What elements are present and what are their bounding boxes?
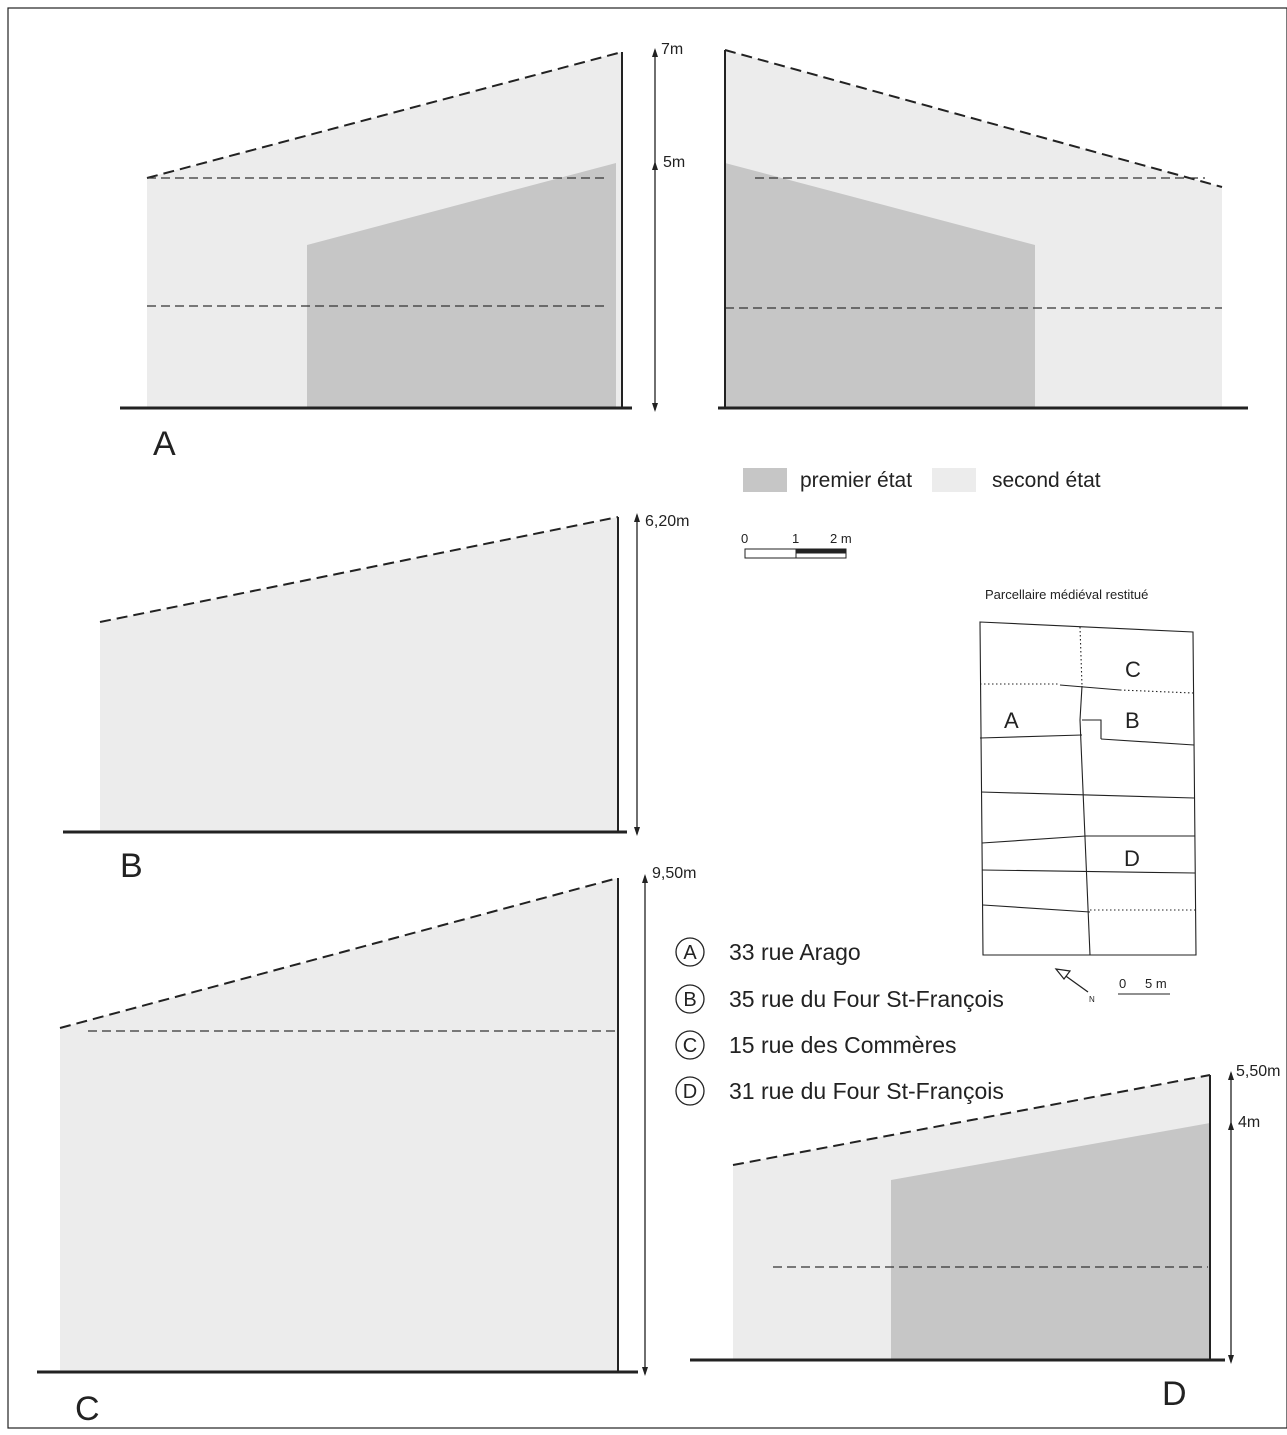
scale-bar-tick-1: 1 <box>792 531 799 546</box>
key-letter-c: C <box>683 1035 697 1057</box>
panel-a-left-first-state <box>307 163 616 408</box>
panel-a-height-7m: 7m <box>661 41 683 58</box>
legend: premier état second état <box>743 468 1101 492</box>
scale-bar-tick-2: 2 m <box>830 531 852 546</box>
north-arrow-head <box>1054 968 1072 980</box>
panel-c-dimension-arrow-bottom <box>642 1367 648 1376</box>
parcel-label-c: C <box>1125 657 1141 682</box>
parcel-scale-bar: 0 5 m <box>1118 976 1170 995</box>
legend-first-label: premier état <box>800 469 912 492</box>
panel-d-dimension-arrow-bottom <box>1228 1355 1234 1364</box>
panel-d-height-5-50m: 5,50m <box>1236 1063 1280 1080</box>
legend-second-swatch <box>932 468 976 492</box>
panel-d-first-state <box>891 1123 1210 1360</box>
parcel-line <box>982 904 1091 913</box>
key-address-c: 15 rue des Commères <box>729 1032 957 1058</box>
parcel-line <box>981 835 1087 844</box>
panel-b-height-dimension: 6,20m <box>634 513 689 836</box>
panel-b-height-label: 6,20m <box>645 513 689 530</box>
panel-b-roofline <box>99 516 619 623</box>
key-letter-b: B <box>683 989 696 1011</box>
legend-first-swatch <box>743 468 787 492</box>
parcel-scale-tick-0: 0 <box>1119 976 1126 991</box>
scale-bar-segment <box>796 549 846 554</box>
key-circle-a <box>675 937 705 967</box>
panel-a-right-roofline <box>724 49 1223 188</box>
panel-b-letter: B <box>120 847 143 885</box>
panel-d-height-dimension: 5,50m 4m <box>1228 1063 1280 1364</box>
panel-a-height-5m: 5m <box>663 154 685 171</box>
parcel-outline <box>979 621 1197 956</box>
parcel-central-line <box>1079 685 1091 956</box>
parcel-line <box>980 791 1195 799</box>
key-item-a: A 33 rue Arago <box>675 937 861 967</box>
panel-d-letter: D <box>1162 1375 1187 1413</box>
parcel-line <box>1100 738 1195 746</box>
panel-a-left-elevation <box>120 51 632 410</box>
panel-a-left-roofline <box>146 51 623 179</box>
parcel-dotted-line <box>1079 626 1083 687</box>
panel-b-second-state <box>100 517 618 832</box>
legend-second-label: second état <box>992 469 1101 492</box>
parcel-line <box>981 869 1196 874</box>
parcel-map-title: Parcellaire médiéval restitué <box>985 587 1148 602</box>
panel-a-height-dimension: 7m 5m <box>652 41 685 412</box>
panel-d-dimension-arrow-top <box>1228 1071 1234 1080</box>
key-item-d: D 31 rue du Four St-François <box>675 1076 1004 1106</box>
panel-c-height-label: 9,50m <box>652 865 696 882</box>
key-letter-a: A <box>683 942 697 964</box>
panel-c-height-dimension: 9,50m <box>642 865 696 1376</box>
panel-a-dimension-arrow-bottom <box>652 403 658 412</box>
panel-c-dimension-arrow-top <box>642 874 648 883</box>
panel-a-right-elevation <box>718 49 1248 410</box>
address-key: A 33 rue Arago B 35 rue du Four St-Franç… <box>675 937 1004 1106</box>
key-item-b: B 35 rue du Four St-François <box>675 984 1004 1014</box>
key-address-d: 31 rue du Four St-François <box>729 1078 1004 1104</box>
north-arrow-icon: N <box>1054 968 1095 1004</box>
key-circle-b <box>675 984 705 1014</box>
panel-a-letter: A <box>153 425 176 463</box>
parcel-label-b: B <box>1125 708 1140 733</box>
north-arrow-letter: N <box>1089 995 1095 1004</box>
scale-bar-tick-0: 0 <box>741 531 748 546</box>
panel-d-elevation <box>690 1074 1225 1362</box>
parcel-line <box>1059 684 1121 691</box>
panel-c-letter: C <box>75 1390 100 1428</box>
panel-b-dimension-arrow-bottom <box>634 827 640 836</box>
parcel-map: Parcellaire médiéval restitué C A B D N … <box>979 587 1197 1004</box>
panel-a-5m-arrow <box>652 161 658 170</box>
key-address-a: 33 rue Arago <box>729 939 861 965</box>
parcel-dotted-line <box>1119 689 1194 694</box>
panel-c-elevation <box>37 877 638 1374</box>
panel-b-dimension-arrow-top <box>634 513 640 522</box>
parcel-scale-tick-5: 5 m <box>1145 976 1167 991</box>
parcel-notch <box>1082 719 1102 739</box>
panel-b-elevation <box>63 516 627 834</box>
parcel-label-d: D <box>1124 846 1140 871</box>
panel-a-right-first-state <box>725 163 1035 408</box>
panel-d-roofline <box>732 1074 1211 1166</box>
key-circle-d <box>675 1076 705 1106</box>
panel-d-height-4m: 4m <box>1238 1114 1260 1131</box>
panel-d-4m-arrow <box>1228 1121 1234 1130</box>
key-circle-c <box>675 1030 705 1060</box>
key-letter-d: D <box>683 1081 697 1103</box>
key-address-b: 35 rue du Four St-François <box>729 986 1004 1012</box>
scale-bar: 0 1 2 m <box>741 531 852 559</box>
panel-c-second-state <box>60 878 618 1372</box>
key-item-c: C 15 rue des Commères <box>675 1030 957 1060</box>
panel-a-dimension-arrow-top <box>652 48 658 57</box>
parcel-label-a: A <box>1004 708 1019 733</box>
parcel-line <box>979 734 1083 739</box>
figure-frame <box>7 7 1287 1429</box>
panel-c-roofline <box>59 877 619 1029</box>
